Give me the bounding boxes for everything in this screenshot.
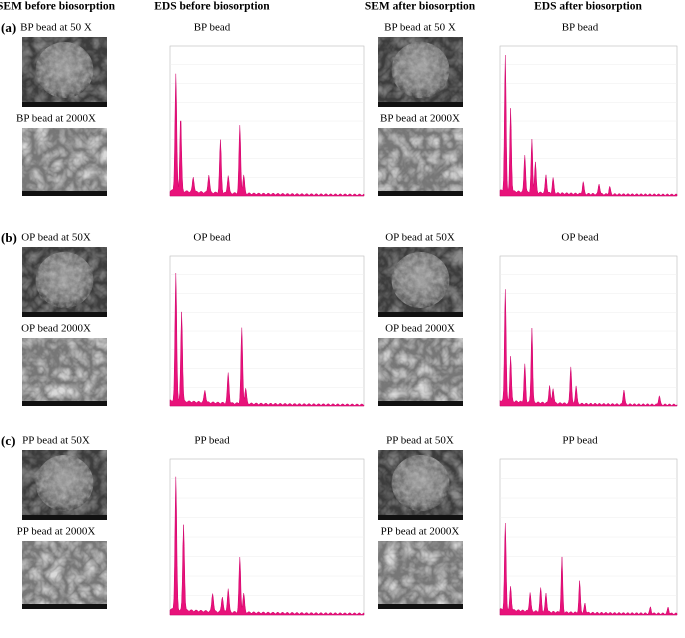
image-caption: OP bead at 50X: [385, 232, 455, 244]
image-caption: OP bead 2000X: [21, 323, 91, 335]
sem-infobar: [22, 191, 107, 196]
chart-title: PP bead: [194, 435, 230, 447]
sem-infobar: [378, 102, 463, 107]
sem-infobar: [22, 312, 107, 317]
image-caption: PP bead at 2000X: [17, 526, 96, 538]
sem-infobar: [22, 515, 107, 520]
column-header: SEM after biosorption: [365, 1, 476, 13]
chart-title: OP bead: [193, 232, 231, 244]
sem-bead-texture: [35, 252, 94, 308]
sem-infobar: [22, 102, 107, 107]
sem-infobar: [378, 191, 463, 196]
row-label: (a): [1, 20, 16, 35]
column-header: EDS after biosorption: [534, 1, 642, 13]
image-caption: BP bead at 2000X: [16, 113, 96, 125]
sem-infobar: [22, 401, 107, 406]
row-label: (c): [1, 433, 15, 448]
sem-texture: [378, 338, 463, 406]
sem-infobar: [378, 312, 463, 317]
sem-texture: [378, 128, 463, 196]
image-caption: PP bead at 50X: [386, 435, 454, 447]
sem-infobar: [378, 401, 463, 406]
spectrum-trace: [169, 73, 365, 197]
image-caption: BP bead at 50 X: [20, 22, 92, 34]
sem-bead-texture: [391, 42, 450, 98]
sem-texture: [22, 541, 107, 609]
image-caption: OP bead at 50X: [21, 232, 91, 244]
image-caption: PP bead at 50X: [22, 435, 90, 447]
sem-infobar: [378, 515, 463, 520]
spectrum-trace: [499, 289, 678, 407]
image-caption: BP bead at 2000X: [380, 113, 460, 125]
sem-texture: [22, 128, 107, 196]
image-caption: BP bead at 50 X: [384, 22, 456, 34]
sem-bead-texture: [391, 455, 450, 511]
sem-bead-texture: [391, 252, 450, 308]
chart-title: PP bead: [562, 435, 598, 447]
chart-title: BP bead: [562, 22, 599, 34]
sem-bead-texture: [35, 455, 94, 511]
sem-texture: [22, 338, 107, 406]
sem-texture: [378, 541, 463, 609]
spectrum-trace: [169, 476, 365, 616]
chart-title: BP bead: [194, 22, 231, 34]
image-caption: OP bead 2000X: [385, 323, 455, 335]
row-label: (b): [1, 230, 17, 245]
spectrum-trace: [499, 523, 678, 616]
sem-infobar: [22, 604, 107, 609]
sem-bead-texture: [35, 42, 94, 98]
chart-title: OP bead: [561, 232, 599, 244]
spectrum-trace: [169, 272, 365, 407]
image-caption: PP bead at 2000X: [381, 526, 460, 538]
column-header: EDS before biosorption: [154, 1, 270, 13]
column-header: SEM before biosorption: [0, 1, 116, 13]
spectrum-trace: [499, 55, 678, 197]
sem-infobar: [378, 604, 463, 609]
